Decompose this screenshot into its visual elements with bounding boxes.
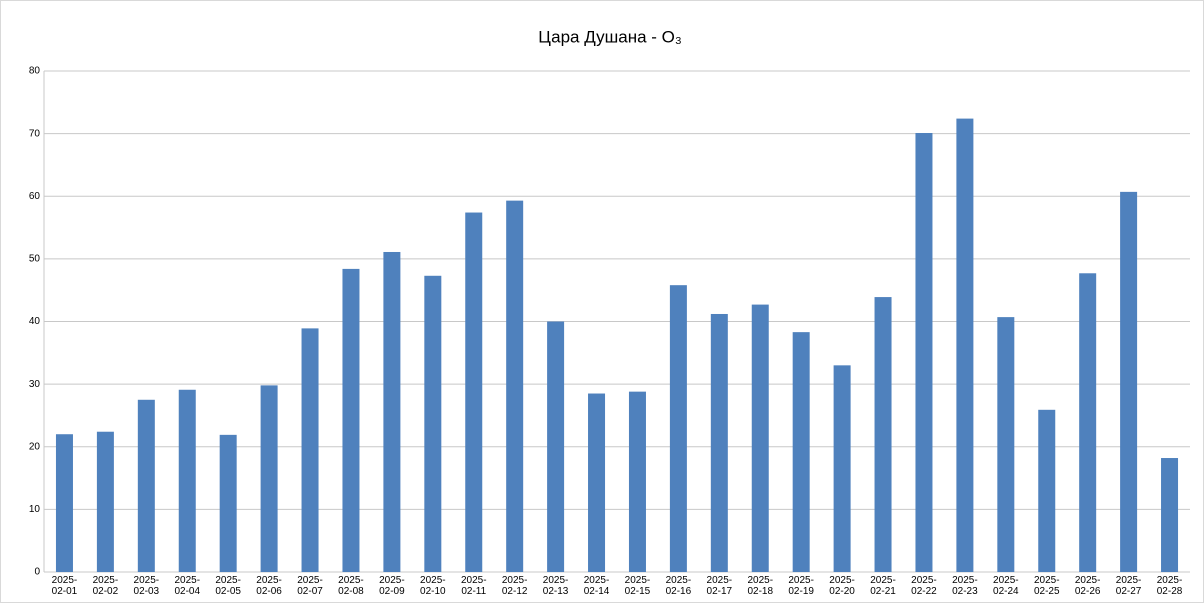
y-tick-label: 20	[29, 441, 41, 452]
bar	[342, 268, 360, 572]
y-tick-label: 50	[29, 254, 41, 265]
x-tick-label: 2025-02-28	[1156, 575, 1183, 597]
x-tick-label: 2025-02-11	[460, 575, 487, 597]
x-tick-label: 2025-02-22	[911, 575, 937, 597]
bar	[710, 313, 728, 572]
bar	[219, 434, 237, 572]
bar	[96, 431, 114, 572]
x-tick-label: 2025-02-10	[420, 575, 446, 597]
bar	[997, 317, 1015, 572]
x-tick-label: 2025-02-13	[542, 575, 569, 597]
x-tick-label: 2025-02-07	[297, 575, 323, 597]
y-tick-label: 30	[29, 379, 41, 390]
y-tick-label: 60	[29, 191, 41, 202]
bar	[588, 393, 606, 572]
bar	[628, 391, 646, 572]
x-tick-label: 2025-02-23	[952, 575, 978, 597]
bar	[301, 328, 319, 572]
x-tick-label: 2025-02-25	[1033, 575, 1060, 597]
bar	[465, 212, 483, 572]
x-tick-label: 2025-02-18	[747, 575, 774, 597]
x-tick-label: 2025-02-14	[583, 575, 610, 597]
bar	[792, 332, 810, 572]
x-tick-label: 2025-02-20	[829, 575, 855, 597]
bar	[956, 118, 974, 572]
x-tick-label: 2025-02-24	[993, 575, 1019, 597]
bar	[178, 389, 196, 572]
x-tick-label: 2025-02-26	[1074, 575, 1101, 597]
x-tick-label: 2025-02-15	[624, 575, 651, 597]
x-tick-label: 2025-02-16	[665, 575, 692, 597]
bar	[915, 132, 933, 572]
x-tick-label: 2025-02-19	[788, 575, 814, 597]
x-tick-label: 2025-02-04	[174, 575, 201, 597]
y-tick-label: 0	[34, 567, 40, 578]
x-tick-label: 2025-02-08	[338, 575, 364, 597]
bar	[383, 251, 401, 572]
y-tick-label: 70	[29, 128, 41, 139]
bar	[260, 385, 278, 572]
bar	[833, 365, 851, 572]
bar	[1079, 273, 1097, 572]
bar	[1161, 458, 1179, 572]
x-tick-label: 2025-02-27	[1115, 575, 1142, 597]
x-tick-label: 2025-02-03	[133, 575, 160, 597]
bar	[506, 200, 524, 573]
bar	[669, 285, 687, 572]
x-tick-label: 2025-02-01	[51, 575, 78, 597]
x-tick-label: 2025-02-06	[256, 575, 282, 597]
bar	[1120, 191, 1138, 572]
x-tick-label: 2025-02-02	[92, 575, 119, 597]
x-tick-label: 2025-02-21	[870, 575, 896, 597]
chart-title: Цара Душана - O₃	[538, 27, 682, 46]
bar	[547, 321, 565, 572]
y-tick-label: 10	[29, 504, 41, 515]
y-tick-label: 80	[29, 66, 41, 77]
bar	[424, 275, 442, 572]
bar	[874, 297, 892, 572]
bar	[1038, 409, 1056, 572]
bar	[137, 399, 155, 572]
bar	[55, 434, 73, 572]
x-tick-label: 2025-02-17	[706, 575, 733, 597]
x-tick-label: 2025-02-09	[379, 575, 405, 597]
x-tick-label: 2025-02-05	[215, 575, 241, 597]
x-tick-label: 2025-02-12	[501, 575, 528, 597]
bar	[751, 304, 769, 572]
y-tick-label: 40	[29, 316, 41, 327]
